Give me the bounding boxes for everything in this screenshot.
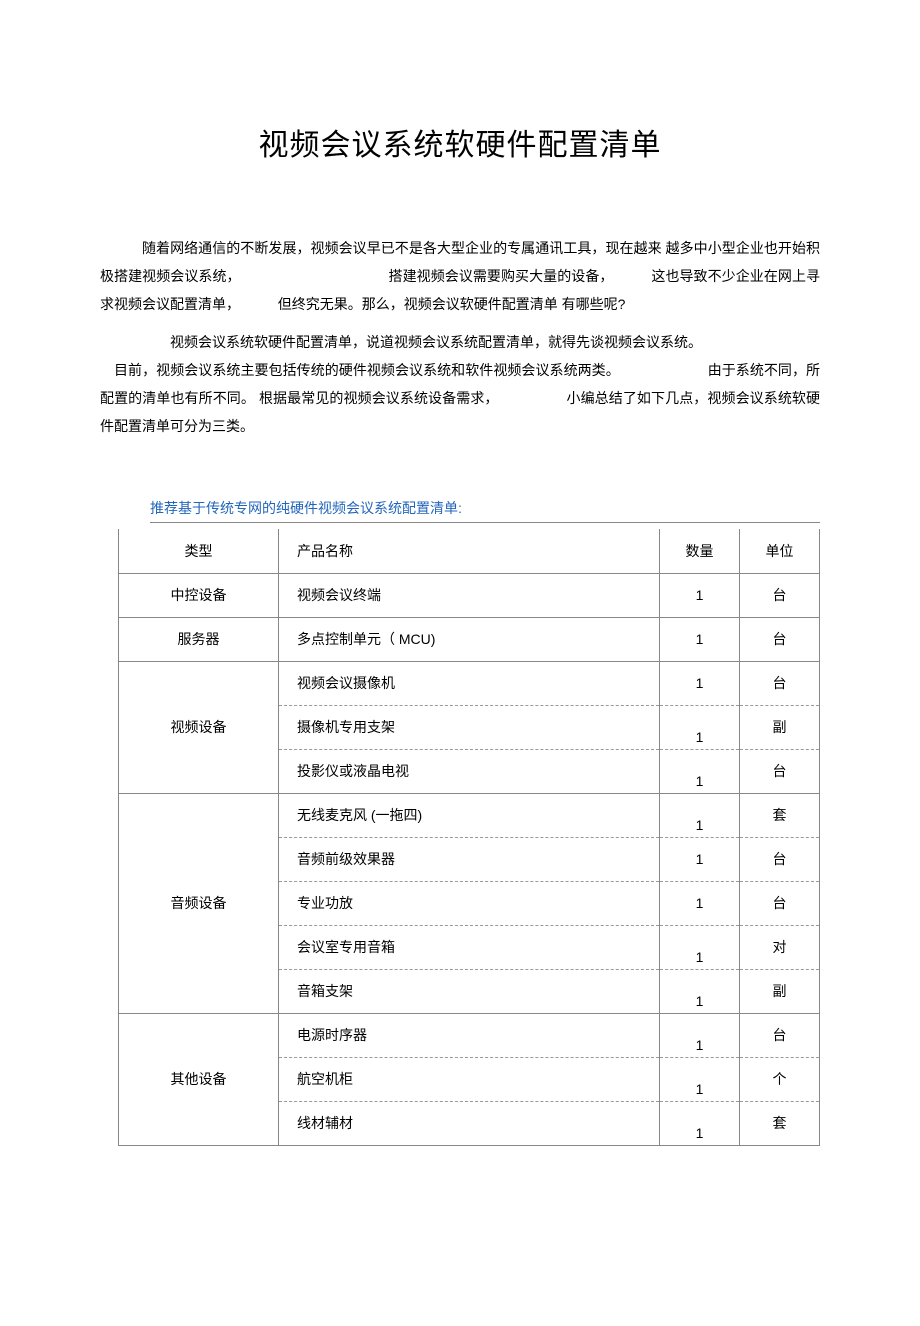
table-cell-unit: 台 <box>740 837 820 881</box>
table-cell-name: 音频前级效果器 <box>279 837 660 881</box>
table-cell-qty: 1 <box>660 1013 740 1057</box>
table-cell-name: 视频会议摄像机 <box>279 661 660 705</box>
table-cell-name: 摄像机专用支架 <box>279 705 660 749</box>
table-cell-unit: 台 <box>740 617 820 661</box>
table-cell-type: 服务器 <box>119 617 279 661</box>
table-cell-qty: 1 <box>660 749 740 793</box>
table-header-type: 类型 <box>119 529 279 573</box>
table-cell-qty: 1 <box>660 969 740 1013</box>
paragraph-1-seg-4: 但终究无果。那么，视频会议软硬件配置清单 有哪些呢? <box>278 296 626 312</box>
table-cell-type: 其他设备 <box>119 1013 279 1145</box>
table-header-row: 类型 产品名称 数量 单位 <box>119 529 820 573</box>
table-cell-qty: 1 <box>660 925 740 969</box>
paragraph-2-seg-2: 目前，视频会议系统主要包括传统的硬件视频会议系统和软件视频会议系统两类。 <box>100 362 620 378</box>
paragraph-1: 随着网络通信的不断发展，视频会议早已不是各大型企业的专属通讯工具，现在越来 越多… <box>100 234 820 318</box>
table-cell-name: 会议室专用音箱 <box>279 925 660 969</box>
table-cell-name: 投影仪或液晶电视 <box>279 749 660 793</box>
table-cell-qty: 1 <box>660 837 740 881</box>
table-cell-type: 视频设备 <box>119 661 279 793</box>
table-cell-name: 视频会议终端 <box>279 573 660 617</box>
table-cell-unit: 套 <box>740 1101 820 1145</box>
paragraph-2: 视频会议系统软硬件配置清单，说道视频会议系统配置清单，就得先谈视频会议系统。 目… <box>100 328 820 440</box>
table-cell-unit: 台 <box>740 573 820 617</box>
table-cell-name: 电源时序器 <box>279 1013 660 1057</box>
table-cell-unit: 台 <box>740 661 820 705</box>
table-cell-qty: 1 <box>660 705 740 749</box>
table-cell-qty: 1 <box>660 1101 740 1145</box>
table-row: 中控设备视频会议终端1台 <box>119 573 820 617</box>
table-cell-qty: 1 <box>660 573 740 617</box>
table-cell-name: 航空机柜 <box>279 1057 660 1101</box>
table-cell-unit: 台 <box>740 881 820 925</box>
table-cell-unit: 台 <box>740 749 820 793</box>
table-row: 其他设备电源时序器1台 <box>119 1013 820 1057</box>
table-cell-unit: 对 <box>740 925 820 969</box>
table-cell-qty: 1 <box>660 793 740 837</box>
document-page: 视频会议系统软硬件配置清单 随着网络通信的不断发展，视频会议早已不是各大型企业的… <box>0 0 920 1326</box>
table-cell-unit: 个 <box>740 1057 820 1101</box>
table-row: 音频设备无线麦克风 (一拖四)1套 <box>119 793 820 837</box>
table-cell-qty: 1 <box>660 1057 740 1101</box>
document-title: 视频会议系统软硬件配置清单 <box>100 120 820 164</box>
table-cell-unit: 副 <box>740 969 820 1013</box>
config-table: 类型 产品名称 数量 单位 中控设备视频会议终端1台服务器多点控制单元（ MCU… <box>118 529 820 1146</box>
table-row: 视频设备视频会议摄像机1台 <box>119 661 820 705</box>
table-cell-name: 线材辅材 <box>279 1101 660 1145</box>
table-cell-unit: 副 <box>740 705 820 749</box>
table-cell-type: 音频设备 <box>119 793 279 1013</box>
table-cell-unit: 套 <box>740 793 820 837</box>
table-cell-qty: 1 <box>660 661 740 705</box>
table-cell-unit: 台 <box>740 1013 820 1057</box>
section-lead: 推荐基于传统专网的纯硬件视频会议系统配置清单: <box>150 498 820 523</box>
vertical-spacer <box>100 450 820 498</box>
table-cell-qty: 1 <box>660 881 740 925</box>
table-header-unit: 单位 <box>740 529 820 573</box>
paragraph-1-seg-2: 搭建视频会议需要购买大量的设备， <box>389 268 614 284</box>
table-header-qty: 数量 <box>660 529 740 573</box>
paragraph-2-seg-1: 视频会议系统软硬件配置清单，说道视频会议系统配置清单，就得先谈视频会议系统。 <box>100 334 702 350</box>
table-header-name: 产品名称 <box>279 529 660 573</box>
table-cell-name: 音箱支架 <box>279 969 660 1013</box>
table-cell-qty: 1 <box>660 617 740 661</box>
table-cell-type: 中控设备 <box>119 573 279 617</box>
table-cell-name: 专业功放 <box>279 881 660 925</box>
table-row: 服务器多点控制单元（ MCU)1台 <box>119 617 820 661</box>
table-cell-name: 多点控制单元（ MCU) <box>279 617 660 661</box>
table-cell-name: 无线麦克风 (一拖四) <box>279 793 660 837</box>
